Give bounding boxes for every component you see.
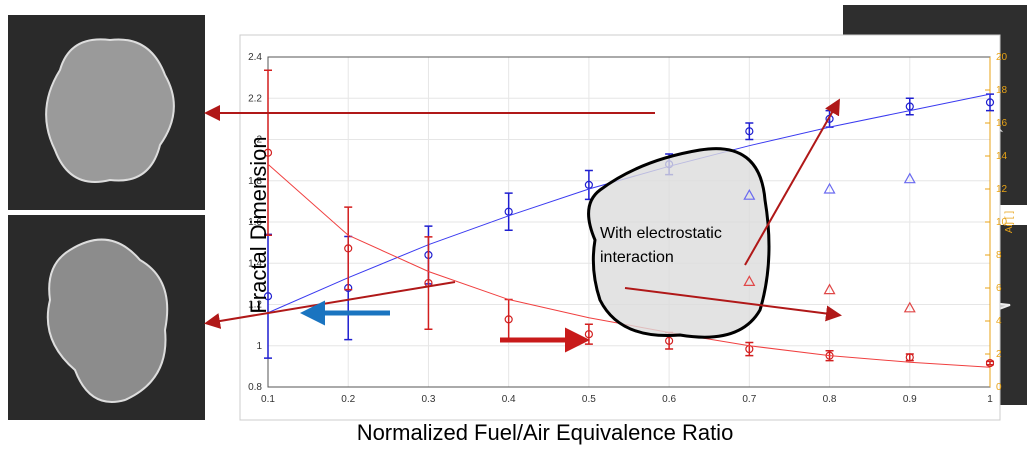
error-bar xyxy=(424,236,433,330)
error-bar xyxy=(344,206,353,291)
data-point xyxy=(504,207,513,216)
sem-image xyxy=(8,15,205,210)
y-tick-label: 1.4 xyxy=(248,258,262,269)
y-tick-label: 2.2 xyxy=(248,93,262,104)
y2-tick-label: 14 xyxy=(996,151,1008,162)
x-tick-label: 0.3 xyxy=(421,394,435,405)
arrow xyxy=(204,281,456,329)
sem-image xyxy=(8,215,205,420)
error-bar xyxy=(745,341,754,357)
x-tick-label: 0.5 xyxy=(582,394,596,405)
x-tick-label: 0.6 xyxy=(662,394,676,405)
x-tick-label: 0.4 xyxy=(502,394,516,405)
y2-tick-label: 16 xyxy=(996,118,1008,129)
data-point xyxy=(823,182,836,194)
data-point xyxy=(263,292,273,301)
y-tick-label: 1.8 xyxy=(248,176,262,187)
data-point xyxy=(903,172,916,184)
y2-tick-label: 6 xyxy=(996,283,1002,294)
y2-tick-label: 2 xyxy=(996,349,1002,360)
data-point xyxy=(905,102,914,111)
annotation: interaction xyxy=(600,249,674,266)
x-tick-label: 0.9 xyxy=(903,394,917,405)
y-tick-label: 1 xyxy=(256,341,262,352)
x-tick-label: 0.1 xyxy=(261,394,275,405)
y-tick-label: 1.2 xyxy=(248,300,262,311)
data-point xyxy=(263,148,273,157)
y2-tick-label: 20 xyxy=(996,52,1008,63)
x-tick-label: 0.7 xyxy=(742,394,756,405)
y2-tick-label: 8 xyxy=(996,250,1002,261)
data-point xyxy=(745,127,754,136)
y2-tick-label: 0 xyxy=(996,382,1002,393)
y2-tick-label: 4 xyxy=(996,316,1002,327)
y-axis-label: Fractal Dimension xyxy=(246,136,271,313)
arrow xyxy=(624,287,842,322)
arrow xyxy=(744,98,840,266)
data-point xyxy=(985,98,995,107)
annotation: With electrostatic xyxy=(600,225,722,242)
x-tick-label: 1 xyxy=(987,394,993,405)
y-tick-label: 0.8 xyxy=(248,382,262,393)
data-point xyxy=(743,188,756,200)
y-tick-label: 2 xyxy=(256,135,262,146)
y2-tick-label: 12 xyxy=(996,184,1008,195)
x-axis-label: Normalized Fuel/Air Equivalence Ratio xyxy=(357,420,734,445)
y-tick-label: 2.4 xyxy=(248,52,262,63)
y-tick-label: 1.6 xyxy=(248,217,262,228)
y2-tick-label: 18 xyxy=(996,85,1008,96)
data-point xyxy=(665,336,674,345)
data-point xyxy=(584,180,593,189)
x-tick-label: 0.8 xyxy=(823,394,837,405)
data-point xyxy=(823,283,836,295)
error-bar xyxy=(504,192,513,231)
error-bar xyxy=(745,122,754,141)
data-point xyxy=(905,353,914,362)
data-point xyxy=(504,315,513,324)
x-tick-label: 0.2 xyxy=(341,394,355,405)
data-point xyxy=(985,358,995,368)
y2-tick-label: 10 xyxy=(996,217,1008,228)
error-bar xyxy=(905,97,914,116)
error-bar xyxy=(264,69,272,236)
data-point xyxy=(344,244,353,253)
data-point xyxy=(743,275,756,286)
data-point xyxy=(903,301,916,313)
overlay: With electrostatic interaction xyxy=(600,172,916,313)
y2-axis-label: Aij [ ] xyxy=(1004,211,1015,233)
